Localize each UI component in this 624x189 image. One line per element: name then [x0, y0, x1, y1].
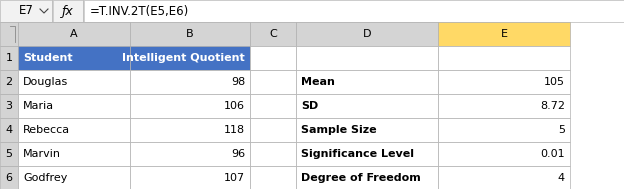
Bar — [250, 46, 296, 70]
Text: Degree of Freedom: Degree of Freedom — [301, 173, 421, 183]
Bar — [84, 0, 624, 22]
Bar — [53, 0, 83, 22]
Text: 96: 96 — [231, 149, 245, 159]
Bar — [18, 94, 130, 118]
Text: 1: 1 — [6, 53, 12, 63]
Text: 6: 6 — [6, 173, 12, 183]
Bar — [83, 0, 84, 22]
Text: 0.01: 0.01 — [540, 149, 565, 159]
Bar — [250, 142, 296, 166]
Text: B: B — [186, 29, 194, 39]
Bar — [18, 118, 130, 142]
Text: Mean: Mean — [301, 77, 335, 87]
Bar — [0, 118, 18, 142]
Text: 106: 106 — [224, 101, 245, 111]
Text: 4: 4 — [558, 173, 565, 183]
Text: 8.72: 8.72 — [540, 101, 565, 111]
Bar — [438, 70, 570, 94]
Bar — [0, 94, 18, 118]
Bar — [18, 22, 130, 46]
Text: Douglas: Douglas — [23, 77, 68, 87]
Bar — [130, 46, 250, 70]
Text: ƒx: ƒx — [62, 5, 74, 18]
Text: 3: 3 — [6, 101, 12, 111]
Text: D: D — [363, 29, 371, 39]
Bar — [18, 142, 130, 166]
Bar — [0, 0, 52, 22]
Text: 107: 107 — [224, 173, 245, 183]
Bar — [130, 70, 250, 94]
Bar — [438, 142, 570, 166]
Bar — [0, 70, 18, 94]
Text: Rebecca: Rebecca — [23, 125, 70, 135]
Bar — [130, 94, 250, 118]
Bar — [438, 118, 570, 142]
Bar — [296, 118, 438, 142]
Bar — [0, 166, 18, 189]
Bar — [130, 118, 250, 142]
Bar — [130, 22, 250, 46]
Text: 5: 5 — [6, 149, 12, 159]
Bar — [52, 0, 53, 22]
Bar — [438, 22, 570, 46]
Text: Maria: Maria — [23, 101, 54, 111]
Text: SD: SD — [301, 101, 318, 111]
Bar — [296, 70, 438, 94]
Text: =T.INV.2T(E5,E6): =T.INV.2T(E5,E6) — [90, 5, 189, 18]
Bar — [296, 142, 438, 166]
Text: Godfrey: Godfrey — [23, 173, 67, 183]
Bar — [438, 94, 570, 118]
Bar — [438, 46, 570, 70]
Bar — [296, 166, 438, 189]
Bar — [0, 22, 18, 46]
Bar — [18, 166, 130, 189]
Text: E7: E7 — [19, 5, 34, 18]
Bar — [130, 142, 250, 166]
Bar — [250, 94, 296, 118]
Bar — [296, 94, 438, 118]
Text: 2: 2 — [6, 77, 12, 87]
Bar — [250, 118, 296, 142]
Text: 118: 118 — [224, 125, 245, 135]
Text: Significance Level: Significance Level — [301, 149, 414, 159]
Text: C: C — [269, 29, 277, 39]
Text: 4: 4 — [6, 125, 12, 135]
Bar — [0, 142, 18, 166]
Text: E: E — [500, 29, 507, 39]
Bar — [438, 166, 570, 189]
Text: Marvin: Marvin — [23, 149, 61, 159]
Text: Student: Student — [23, 53, 72, 63]
Bar — [0, 0, 624, 22]
Bar — [18, 70, 130, 94]
Bar — [250, 22, 296, 46]
Text: 105: 105 — [544, 77, 565, 87]
Text: A: A — [70, 29, 78, 39]
Bar — [250, 166, 296, 189]
Bar — [130, 166, 250, 189]
Text: Intelligent Quotient: Intelligent Quotient — [122, 53, 245, 63]
Bar — [18, 46, 130, 70]
Text: 5: 5 — [558, 125, 565, 135]
Bar — [296, 46, 438, 70]
Bar — [250, 70, 296, 94]
Bar — [296, 22, 438, 46]
Bar — [0, 46, 18, 70]
Text: 98: 98 — [231, 77, 245, 87]
Text: Sample Size: Sample Size — [301, 125, 377, 135]
